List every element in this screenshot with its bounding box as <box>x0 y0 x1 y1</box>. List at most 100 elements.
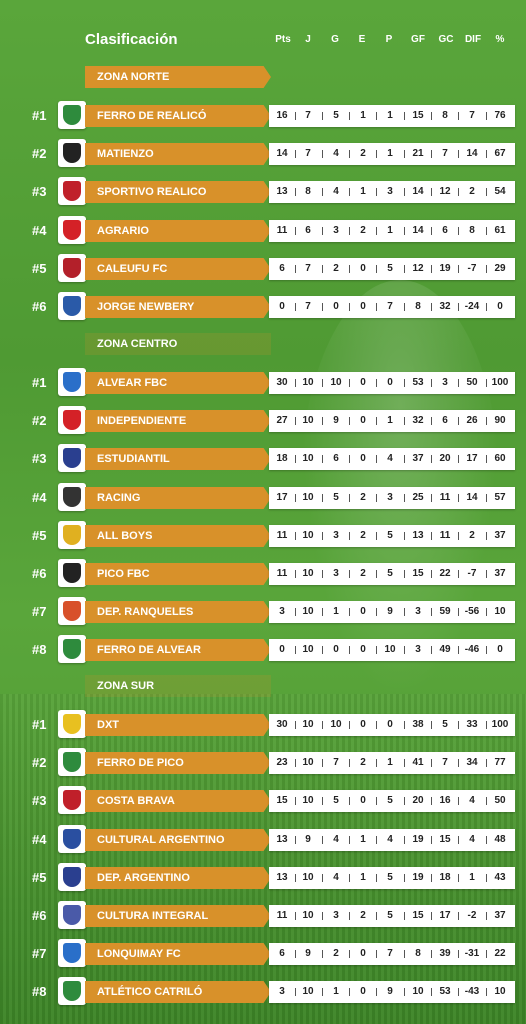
stat-divider <box>376 608 377 616</box>
team-name[interactable]: FERRO DE REALICÓ <box>85 105 271 127</box>
stat-p: 5 <box>387 530 393 541</box>
stat-pct: 50 <box>494 795 506 806</box>
stat-g: 1 <box>333 986 339 997</box>
team-name[interactable]: CALEUFU FC <box>85 258 271 280</box>
team-rank: #5 <box>32 870 47 885</box>
stat-gc: 7 <box>442 148 448 159</box>
stat-divider <box>349 188 350 196</box>
agrario-crest-icon <box>58 216 86 244</box>
team-stats: 15 10 5 0 5 20 16 4 50 <box>269 790 515 812</box>
team-name[interactable]: FERRO DE PICO <box>85 752 271 774</box>
table-row[interactable]: #4 AGRARIO 11 6 3 2 1 14 6 8 61 <box>0 215 526 247</box>
stat-divider <box>404 570 405 578</box>
shield-shape <box>63 639 81 659</box>
team-name[interactable]: DXT <box>85 714 271 736</box>
team-name[interactable]: LONQUIMAY FC <box>85 943 271 965</box>
table-row[interactable]: #5 ALL BOYS 11 10 3 2 5 13 11 2 37 <box>0 520 526 552</box>
table-row[interactable]: #8 FERRO DE ALVEAR 0 10 0 0 10 3 49 -46 0 <box>0 634 526 666</box>
stat-divider <box>322 912 323 920</box>
stat-divider <box>404 874 405 882</box>
dep-argentino-crest-icon <box>58 863 86 891</box>
team-name[interactable]: FERRO DE ALVEAR <box>85 639 271 661</box>
stat-e: 0 <box>360 606 366 617</box>
stat-divider <box>376 265 377 273</box>
cultural-argentino-crest-icon <box>58 825 86 853</box>
table-row[interactable]: #2 MATIENZO 14 7 4 2 1 21 7 14 67 <box>0 138 526 170</box>
team-name[interactable]: ALVEAR FBC <box>85 372 271 394</box>
stat-pts: 11 <box>276 530 288 541</box>
table-row[interactable]: #6 CULTURA INTEGRAL 11 10 3 2 5 15 17 -2 37 <box>0 900 526 932</box>
stat-divider <box>486 379 487 387</box>
stat-gf: 15 <box>412 568 424 579</box>
stat-divider <box>349 759 350 767</box>
team-name[interactable]: DEP. ARGENTINO <box>85 867 271 889</box>
table-row[interactable]: #5 DEP. ARGENTINO 13 10 4 1 5 19 18 1 43 <box>0 862 526 894</box>
stat-gc: 53 <box>439 986 451 997</box>
table-row[interactable]: #6 JORGE NEWBERY 0 7 0 0 7 8 32 -24 0 <box>0 291 526 323</box>
stat-gc: 6 <box>442 225 448 236</box>
stat-divider <box>458 988 459 996</box>
stat-g: 3 <box>333 225 339 236</box>
stat-pct: 37 <box>494 910 506 921</box>
stat-gc: 8 <box>442 110 448 121</box>
team-name[interactable]: AGRARIO <box>85 220 271 242</box>
stat-divider <box>404 797 405 805</box>
team-name[interactable]: CULTURA INTEGRAL <box>85 905 271 927</box>
team-name[interactable]: INDEPENDIENTE <box>85 410 271 432</box>
stat-g: 2 <box>333 948 339 959</box>
stat-g: 4 <box>333 186 339 197</box>
stat-divider <box>486 836 487 844</box>
stat-gf: 38 <box>412 719 424 730</box>
table-row[interactable]: #7 DEP. RANQUELES 3 10 1 0 9 3 59 -56 10 <box>0 596 526 628</box>
table-row[interactable]: #6 PICO FBC 11 10 3 2 5 15 22 -7 37 <box>0 558 526 590</box>
shield-shape <box>63 525 81 545</box>
table-row[interactable]: #7 LONQUIMAY FC 6 9 2 0 7 8 39 -31 22 <box>0 938 526 970</box>
stat-gf: 15 <box>412 910 424 921</box>
stat-divider <box>431 303 432 311</box>
team-name[interactable]: COSTA BRAVA <box>85 790 271 812</box>
shield-shape <box>63 752 81 772</box>
stat-divider <box>404 988 405 996</box>
stat-pts: 30 <box>276 377 288 388</box>
table-row[interactable]: #4 RACING 17 10 5 2 3 25 11 14 57 <box>0 482 526 514</box>
stat-gf: 19 <box>412 834 424 845</box>
team-name[interactable]: SPORTIVO REALICO <box>85 181 271 203</box>
alvear-fbc-crest-icon <box>58 368 86 396</box>
team-name[interactable]: ESTUDIANTIL <box>85 448 271 470</box>
team-rank: #7 <box>32 946 47 961</box>
team-name[interactable]: MATIENZO <box>85 143 271 165</box>
table-row[interactable]: #1 DXT 30 10 10 0 0 38 5 33 100 <box>0 709 526 741</box>
team-name[interactable]: ALL BOYS <box>85 525 271 547</box>
team-rank: #5 <box>32 261 47 276</box>
team-name[interactable]: ATLÉTICO CATRILÓ <box>85 981 271 1003</box>
table-row[interactable]: #3 SPORTIVO REALICO 13 8 4 1 3 14 12 2 54 <box>0 176 526 208</box>
zone-header: ZONA SUR <box>85 675 271 697</box>
stat-pts: 23 <box>276 757 288 768</box>
table-row[interactable]: #8 ATLÉTICO CATRILÓ 3 10 1 0 9 10 53 -43 10 <box>0 976 526 1008</box>
stat-divider <box>349 532 350 540</box>
team-name[interactable]: PICO FBC <box>85 563 271 585</box>
team-name[interactable]: JORGE NEWBERY <box>85 296 271 318</box>
shield-shape <box>63 905 81 925</box>
col-header-g: G <box>331 34 339 45</box>
table-row[interactable]: #2 INDEPENDIENTE 27 10 9 0 1 32 6 26 90 <box>0 405 526 437</box>
table-row[interactable]: #4 CULTURAL ARGENTINO 13 9 4 1 4 19 15 4 48 <box>0 824 526 856</box>
shield-shape <box>63 410 81 430</box>
table-row[interactable]: #3 ESTUDIANTIL 18 10 6 0 4 37 20 17 60 <box>0 443 526 475</box>
stat-pct: 60 <box>494 453 506 464</box>
team-name[interactable]: CULTURAL ARGENTINO <box>85 829 271 851</box>
stat-pct: 67 <box>494 148 506 159</box>
stat-pct: 100 <box>491 719 509 730</box>
table-row[interactable]: #1 ALVEAR FBC 30 10 10 0 0 53 3 50 100 <box>0 367 526 399</box>
stat-p: 5 <box>387 795 393 806</box>
stat-e: 0 <box>360 377 366 388</box>
table-row[interactable]: #2 FERRO DE PICO 23 10 7 2 1 41 7 34 77 <box>0 747 526 779</box>
table-row[interactable]: #5 CALEUFU FC 6 7 2 0 5 12 19 -7 29 <box>0 253 526 285</box>
table-row[interactable]: #1 FERRO DE REALICÓ 16 7 5 1 1 15 8 7 76 <box>0 100 526 132</box>
stat-divider <box>458 303 459 311</box>
team-name[interactable]: DEP. RANQUELES <box>85 601 271 623</box>
table-row[interactable]: #3 COSTA BRAVA 15 10 5 0 5 20 16 4 50 <box>0 785 526 817</box>
team-stats: 6 7 2 0 5 12 19 -7 29 <box>269 258 515 280</box>
stat-divider <box>404 608 405 616</box>
team-name[interactable]: RACING <box>85 487 271 509</box>
